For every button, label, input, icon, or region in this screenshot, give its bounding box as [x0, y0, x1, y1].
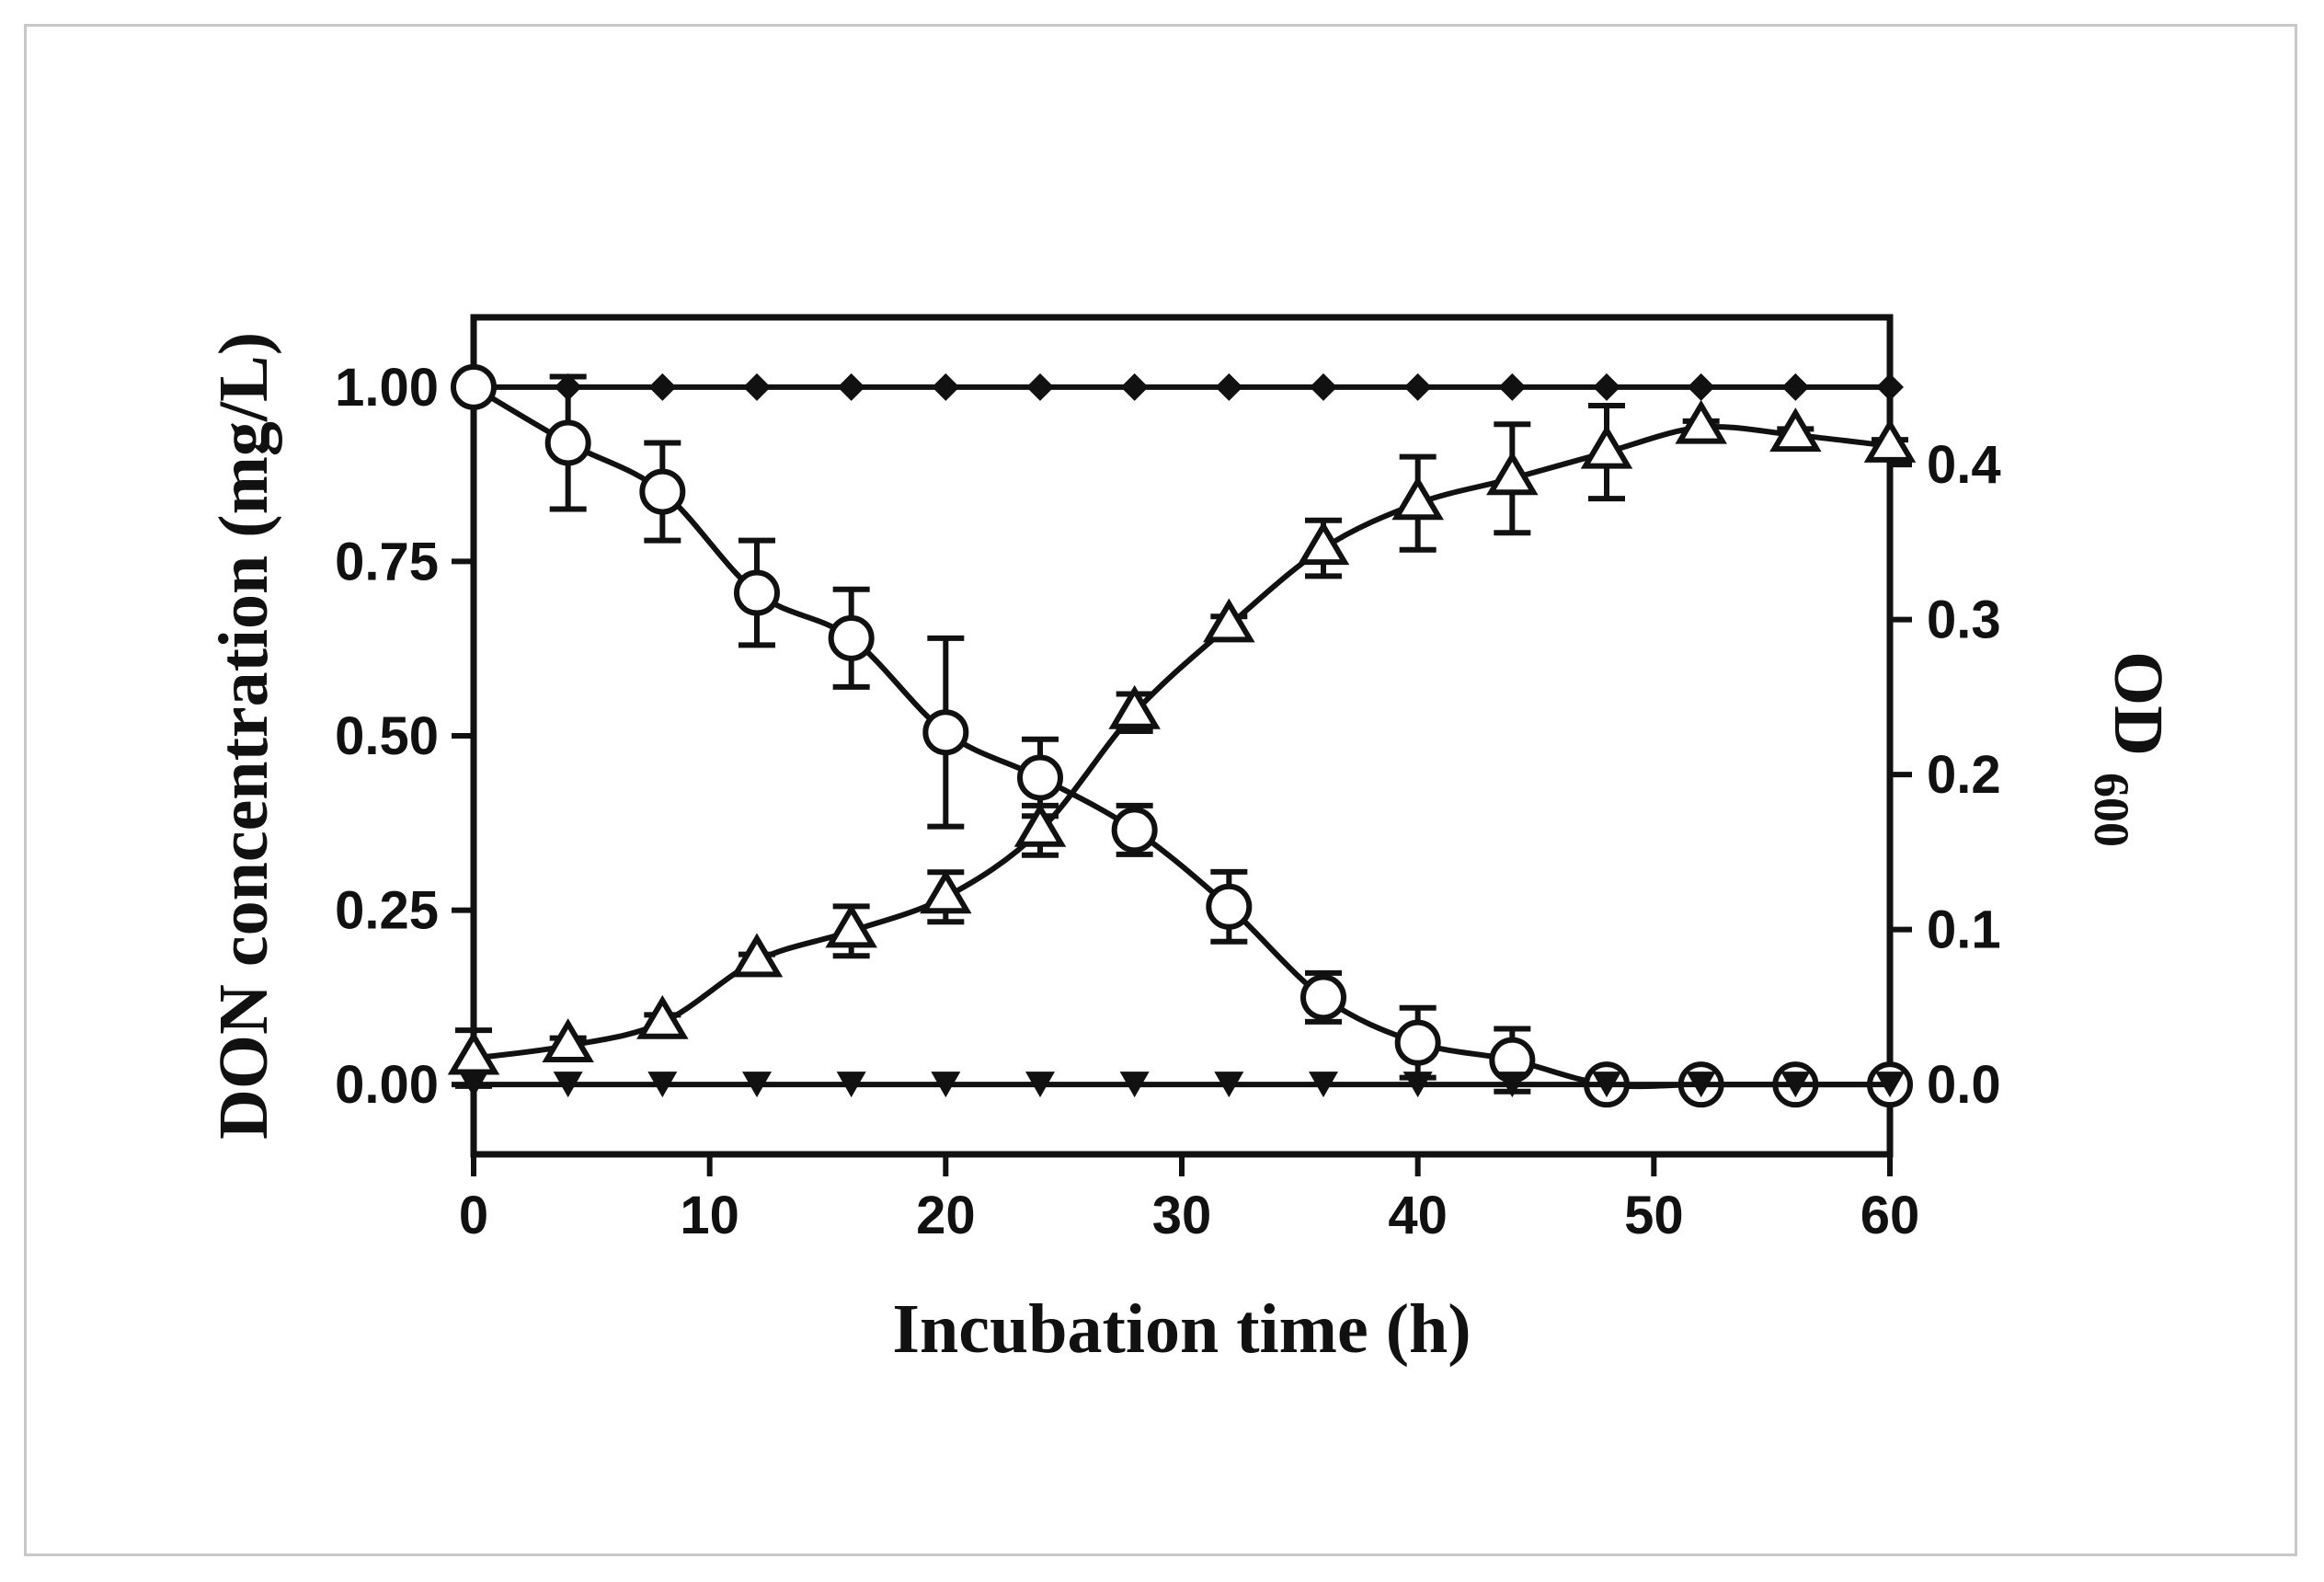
- data-point: [931, 1072, 961, 1098]
- data-point: [1580, 424, 1633, 469]
- data-point: [648, 373, 677, 401]
- y-tick-label: 0.00: [335, 1055, 439, 1115]
- x-tick-label: 40: [1388, 1186, 1448, 1245]
- series-2: [447, 399, 1917, 1089]
- data-point: [544, 419, 591, 466]
- data-point: [922, 709, 969, 756]
- data-point: [1781, 373, 1810, 401]
- data-point: [1686, 1072, 1716, 1098]
- x-tick-label: 20: [916, 1186, 976, 1245]
- data-point: [636, 994, 689, 1039]
- x-tick-label: 30: [1152, 1186, 1212, 1245]
- data-point: [1403, 373, 1432, 401]
- y2-tick-label: 0.4: [1927, 435, 2001, 495]
- data-point: [825, 903, 877, 948]
- y2-tick-label: 0.2: [1927, 745, 2001, 805]
- data-point: [1497, 1072, 1528, 1098]
- data-point: [1402, 1072, 1433, 1098]
- y2-axis-title: OD 600: [2084, 651, 2177, 847]
- series-3: [459, 1072, 1905, 1098]
- data-point: [1391, 476, 1444, 521]
- data-point: [1025, 1072, 1055, 1098]
- data-point: [1120, 373, 1149, 401]
- y-axis-title: DON concentration (mg/L): [205, 332, 282, 1140]
- data-point: [1214, 1072, 1244, 1098]
- data-point: [542, 1018, 594, 1063]
- y2-tick-label: 0.1: [1927, 900, 2001, 960]
- data-point: [1769, 407, 1822, 453]
- data-point: [1119, 1072, 1150, 1098]
- data-point: [451, 363, 497, 410]
- data-point: [730, 933, 784, 978]
- data-point: [1013, 802, 1067, 847]
- x-tick-label: 50: [1624, 1186, 1684, 1245]
- data-point: [1111, 807, 1158, 854]
- series-1: [451, 363, 1913, 1108]
- data-point: [1203, 598, 1255, 643]
- data-point: [1876, 373, 1904, 401]
- chart-marks: [447, 363, 1917, 1108]
- data-point: [1297, 521, 1350, 566]
- data-point: [836, 1072, 866, 1098]
- data-point: [1215, 373, 1243, 401]
- axis-ticks: 0 10 20 30 40 50 60 0.00 0.25 0.50 0.75 1.00 0.0 0.1 0…: [335, 358, 2001, 1245]
- data-point: [920, 869, 972, 914]
- data-point: [1206, 883, 1253, 930]
- data-point: [1687, 373, 1715, 401]
- data-point: [932, 373, 960, 401]
- figure-frame: [24, 24, 2297, 1556]
- y-tick-label: 1.00: [335, 358, 439, 418]
- y-tick-label: 0.50: [335, 706, 439, 766]
- data-point: [1498, 373, 1527, 401]
- data-point: [1300, 974, 1346, 1021]
- data-point: [1394, 1019, 1441, 1066]
- data-point: [1108, 684, 1161, 729]
- data-point: [828, 614, 875, 661]
- data-point: [459, 1072, 488, 1098]
- series-line: [472, 384, 1890, 1090]
- x-tick-label: 0: [459, 1186, 488, 1245]
- y-tick-label: 0.25: [335, 881, 439, 941]
- data-point: [639, 468, 686, 515]
- data-point: [1592, 1072, 1621, 1098]
- data-point: [553, 1072, 583, 1098]
- y2-axis-title-sub: 600: [2084, 773, 2139, 847]
- x-tick-label: 60: [1860, 1186, 1920, 1245]
- y-tick-label: 0.75: [335, 532, 439, 591]
- data-point: [1863, 418, 1917, 463]
- data-point: [1017, 754, 1063, 801]
- data-point: [1310, 373, 1337, 401]
- data-point: [742, 1072, 772, 1098]
- x-tick-label: 10: [680, 1186, 739, 1245]
- data-point: [1875, 1072, 1905, 1098]
- data-point: [1675, 399, 1727, 444]
- series-line: [473, 423, 1891, 1061]
- y2-axis-title-main: OD: [2100, 651, 2177, 756]
- data-point: [837, 373, 865, 401]
- data-point: [1780, 1072, 1811, 1098]
- data-point: [1309, 1072, 1338, 1098]
- y2-tick-label: 0.0: [1927, 1055, 2001, 1115]
- data-point: [734, 569, 780, 616]
- data-point: [1026, 373, 1054, 401]
- data-point: [1486, 451, 1539, 496]
- data-point: [743, 373, 771, 401]
- y2-tick-label: 0.3: [1927, 590, 2001, 650]
- data-point: [647, 1072, 678, 1098]
- x-axis-title: Incubation time (h): [892, 1290, 1471, 1368]
- series-0: [460, 373, 1904, 401]
- data-point: [1593, 373, 1620, 401]
